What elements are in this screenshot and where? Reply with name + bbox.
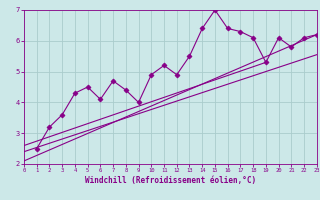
X-axis label: Windchill (Refroidissement éolien,°C): Windchill (Refroidissement éolien,°C) xyxy=(85,176,256,185)
